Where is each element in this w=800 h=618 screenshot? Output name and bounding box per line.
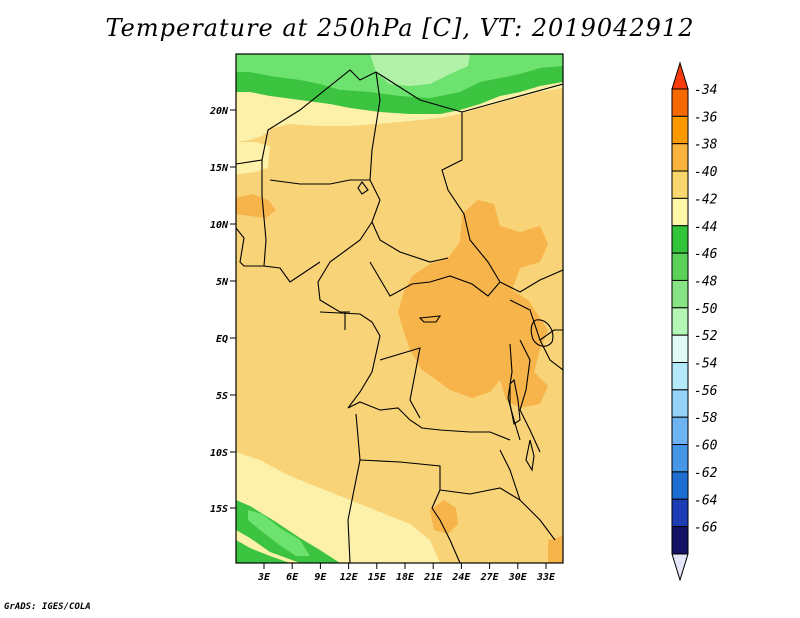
colorbar-box: [671, 389, 689, 418]
colorbar: -34 -36 -38 -40 -42 -44 -46 -48 -50 -52 -54 -56 -58 -…: [671, 61, 718, 582]
colorbar-box: [671, 526, 689, 555]
colorbar-label: -60: [694, 439, 718, 454]
colorbar-box: [671, 170, 689, 199]
region-minus38-west: [236, 194, 276, 218]
lon-tick-label: 12E: [340, 572, 359, 583]
colorbar-box: [671, 115, 689, 145]
grads-credit: GrADS: IGES/COLA: [4, 602, 91, 612]
colorbar-box: [671, 362, 689, 391]
lat-tick-label: 5N: [216, 277, 229, 288]
colorbar-label: -56: [694, 384, 718, 399]
colorbar-bottom-arrow: [671, 553, 689, 582]
map-plot-area: [236, 54, 563, 563]
region-minus48-north: [370, 54, 470, 86]
colorbar-label: -36: [694, 110, 718, 125]
lat-tick-label: EQ: [216, 334, 228, 345]
colorbar-label: -52: [694, 329, 718, 344]
lat-tick-label: 15N: [210, 163, 229, 174]
colorbar-label: -40: [694, 165, 718, 180]
lon-tick-label: 33E: [536, 572, 556, 583]
colorbar-label: -48: [694, 274, 718, 289]
lakes: [357, 181, 554, 472]
lon-tick-label: 30E: [508, 572, 528, 583]
lon-tick-label: 21E: [423, 572, 443, 583]
region-minus38-south: [430, 500, 458, 534]
colorbar-box: [671, 416, 689, 446]
colorbar-label: -50: [694, 302, 718, 317]
colorbar-box: [671, 307, 689, 336]
colorbar-label: -62: [694, 466, 718, 481]
country-borders: [236, 69, 563, 563]
colorbar-label: -64: [694, 493, 717, 508]
colorbar-box: [671, 252, 689, 281]
lat-tick-label: 5S: [216, 391, 228, 402]
region-minus38-se: [548, 536, 563, 563]
lat-tick-label: 10N: [210, 220, 229, 231]
colorbar-box: [671, 88, 689, 117]
map-title: Temperature at 250hPa [C], VT: 201904291…: [105, 14, 695, 42]
lon-tick-label: 24E: [451, 572, 471, 583]
region-minus46-southwest: [248, 510, 310, 556]
colorbar-box: [671, 444, 689, 473]
lon-tick-label: 9E: [314, 572, 327, 583]
colorbar-box: [671, 143, 689, 172]
colorbar-box: [671, 498, 689, 528]
lon-axis: 3E 6E 9E 12E 15E 18E 21E 24E 27E 30E 33E: [257, 563, 556, 583]
colorbar-box: [671, 279, 689, 309]
colorbar-box: [671, 471, 689, 500]
lon-tick-label: 6E: [286, 572, 299, 583]
colorbar-label: -54: [694, 357, 717, 372]
lat-tick-label: 20N: [209, 106, 229, 117]
colorbar-label: -66: [694, 521, 718, 536]
colorbar-label: -38: [694, 138, 718, 153]
lon-tick-label: 18E: [396, 572, 415, 583]
colorbar-label: -44: [694, 220, 717, 235]
map-frame: [235, 53, 564, 564]
lon-tick-label: 3E: [257, 572, 271, 583]
region-minus44-southwest: [236, 540, 290, 563]
lat-tick-label: 10S: [210, 448, 228, 459]
colorbar-box: [671, 197, 689, 227]
lon-tick-label: 15E: [368, 572, 387, 583]
colorbar-label: -42: [694, 192, 718, 207]
colorbar-box: [671, 334, 689, 363]
colorbar-label: -34: [694, 83, 717, 98]
lat-axis: 20N 15N 10N 5N EQ 5S 10S 15S: [209, 106, 236, 515]
colorbar-top-arrow: [671, 61, 689, 90]
colorbar-label: -58: [694, 411, 718, 426]
colorbar-box: [671, 225, 689, 254]
colorbar-label: -46: [694, 247, 718, 262]
lat-tick-label: 15S: [210, 504, 228, 515]
lon-tick-label: 27E: [480, 572, 500, 583]
